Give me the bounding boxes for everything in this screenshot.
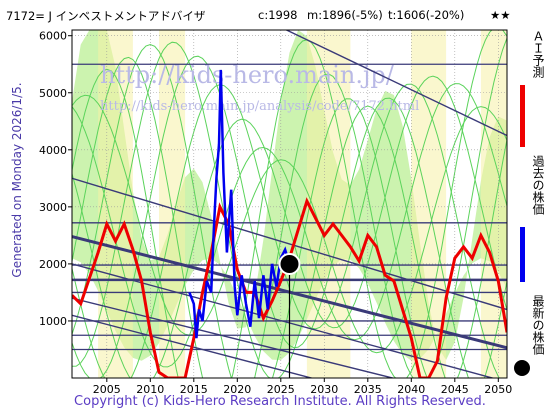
legend-ai-swatch xyxy=(520,85,525,147)
x-tick-label-2045: 2045 xyxy=(441,383,469,396)
y-axis: 1000 2000 3000 4000 5000 6000 xyxy=(39,30,72,328)
legend: ＡＩ予測 過去の株価 最新の株価 xyxy=(510,30,550,380)
x-tick-label-2005: 2005 xyxy=(93,383,121,396)
copyright-footer: Copyright (c) Kids-Hero Research Institu… xyxy=(74,394,486,409)
watermark-layer: http://kids-hero.main.jp/ http://kids-he… xyxy=(100,61,419,114)
legend-past-label: 過去の株価 xyxy=(531,155,545,215)
band-curve-0 xyxy=(72,94,507,354)
median-price: m:1896(-5%) xyxy=(307,8,383,22)
current-price: c:1998 xyxy=(258,8,298,22)
y-tick-label-4000: 4000 xyxy=(39,144,67,157)
band-curve-2 xyxy=(72,75,507,378)
band-yellow-4 xyxy=(480,30,507,378)
watermark-main: http://kids-hero.main.jp/ xyxy=(100,61,395,89)
band-curve-8 xyxy=(72,30,507,378)
y-tick-label-1000: 1000 xyxy=(39,315,67,328)
y-tick-label-3000: 3000 xyxy=(39,201,67,214)
chart-header: 7172= J インベストメントアドバイザ c:1998 m:1896(-5%)… xyxy=(0,0,560,26)
x-tick-label-2030: 2030 xyxy=(310,383,338,396)
x-tick-label-2040: 2040 xyxy=(397,383,425,396)
x-tick-label-2010: 2010 xyxy=(136,383,164,396)
x-tick-label-2020: 2020 xyxy=(223,383,251,396)
y-tick-label-6000: 6000 xyxy=(39,30,67,43)
x-axis: 2005 2010 2015 2020 2025 2030 2035 2040 2045 2050 xyxy=(93,378,512,396)
legend-latest-swatch xyxy=(514,360,530,376)
band-layer xyxy=(72,30,507,378)
stock-code-name: 7172= J インベストメントアドバイザ xyxy=(6,9,206,23)
trend-line-0 xyxy=(284,30,507,137)
trend-line-1 xyxy=(72,177,507,311)
x-tick-label-2050: 2050 xyxy=(484,383,512,396)
watermark-sub: http://kids-hero.main.jp/analysis/code/7… xyxy=(100,99,419,114)
legend-latest-label: 最新の株価 xyxy=(531,295,545,355)
x-tick-label-2025: 2025 xyxy=(267,383,295,396)
latest-price-dot xyxy=(278,253,301,276)
legend-ai-label: ＡＩ予測 xyxy=(531,30,545,78)
past-price-line xyxy=(188,69,291,339)
target-price: t:1606(-20%) xyxy=(388,8,465,22)
rating-stars: ★★ xyxy=(490,8,511,22)
x-tick-label-2035: 2035 xyxy=(354,383,382,396)
y-tick-label-5000: 5000 xyxy=(39,87,67,100)
legend-past-swatch xyxy=(520,227,525,282)
x-tick-label-2015: 2015 xyxy=(180,383,208,396)
grid-layer xyxy=(72,30,507,378)
y-tick-label-2000: 2000 xyxy=(39,258,67,271)
